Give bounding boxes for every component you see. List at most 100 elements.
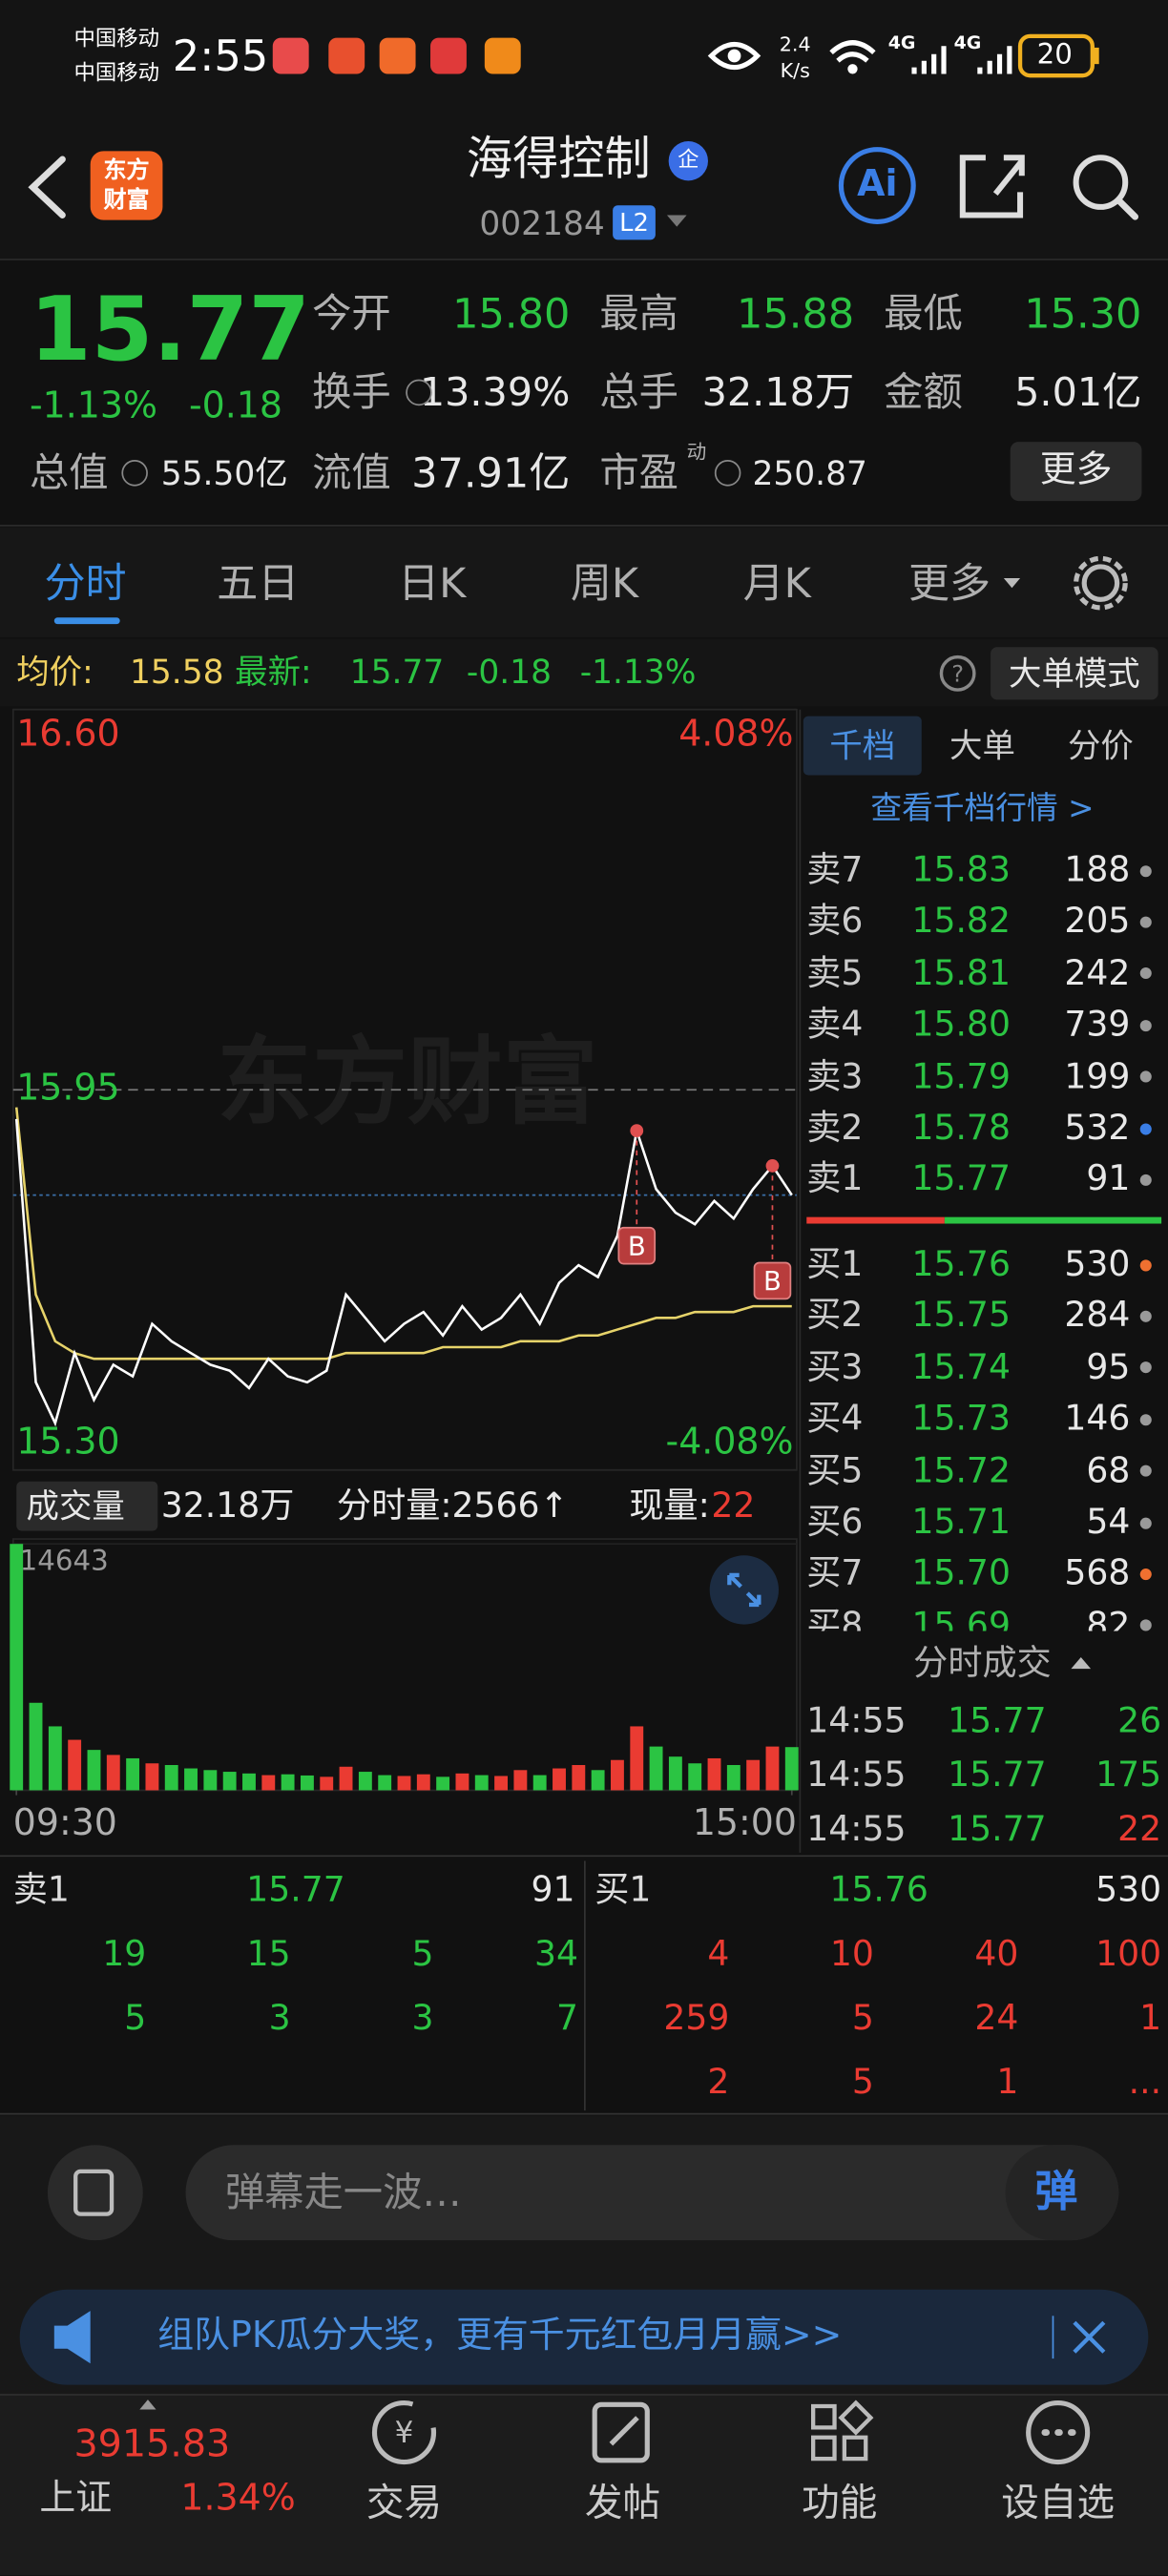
more-button[interactable]: 更多 bbox=[1039, 449, 1113, 491]
nav-icon[interactable] bbox=[811, 2399, 874, 2462]
volume-bar bbox=[261, 1775, 276, 1791]
help-icon[interactable] bbox=[939, 654, 976, 692]
nav-icon[interactable] bbox=[371, 2400, 437, 2465]
dropdown-icon bbox=[1003, 577, 1021, 589]
volume-bar bbox=[707, 1757, 721, 1791]
book-price: 15.76 bbox=[911, 1244, 1011, 1284]
banner-text[interactable]: 组队PK瓜分大奖，更有千元红包月月赢>> bbox=[157, 2316, 843, 2358]
active-tab bbox=[803, 716, 922, 776]
nav-item[interactable]: 设自选 bbox=[1001, 2483, 1116, 2525]
battery-icon bbox=[1017, 33, 1095, 78]
queue-order: ... bbox=[1128, 2062, 1162, 2102]
field-value: 15.80 bbox=[452, 289, 571, 338]
app-icon bbox=[328, 37, 365, 74]
volume-bar bbox=[164, 1765, 178, 1791]
danmaku-button[interactable] bbox=[1005, 2145, 1119, 2241]
field-value: 250.87 bbox=[752, 453, 867, 493]
queue-order: 40 bbox=[974, 1934, 1019, 1974]
book-separator bbox=[944, 1216, 1162, 1224]
settings-button[interactable] bbox=[1081, 564, 1120, 602]
volume-bar bbox=[630, 1726, 644, 1791]
mode-button[interactable] bbox=[991, 647, 1158, 700]
book-level: 卖1 bbox=[806, 1159, 864, 1199]
wifi-icon bbox=[847, 64, 858, 74]
volume-bar bbox=[688, 1763, 702, 1791]
book-volume: 739 bbox=[1064, 1005, 1131, 1045]
queue-label: 卖1 bbox=[12, 1869, 70, 1910]
book-price: 15.70 bbox=[911, 1553, 1011, 1593]
trade-time: 14:55 bbox=[806, 1755, 907, 1795]
chart-tab[interactable]: 更多 bbox=[907, 559, 991, 608]
expand-button[interactable] bbox=[709, 1555, 780, 1625]
danmaku-button[interactable]: 弹 bbox=[1034, 2168, 1078, 2218]
field-value: 15.30 bbox=[1024, 289, 1142, 338]
volume-bar bbox=[611, 1759, 624, 1791]
book-tab[interactable]: 大单 bbox=[949, 725, 1015, 766]
volume-bar bbox=[300, 1775, 314, 1791]
field-label: 市盈 bbox=[599, 449, 678, 496]
book-level: 买7 bbox=[806, 1553, 864, 1593]
queue-volume: 530 bbox=[1095, 1869, 1162, 1910]
volume-selector[interactable] bbox=[16, 1481, 158, 1531]
mode-button[interactable]: 大单模式 bbox=[1009, 654, 1140, 694]
book-dot bbox=[1139, 1465, 1152, 1477]
volume-bar bbox=[29, 1702, 43, 1791]
chart-tab[interactable]: 月K bbox=[742, 559, 811, 608]
back-button[interactable] bbox=[28, 156, 66, 218]
nav-item[interactable]: 发帖 bbox=[584, 2483, 661, 2525]
nav-icon[interactable] bbox=[1026, 2400, 1091, 2465]
book-dot bbox=[1139, 1019, 1152, 1031]
notes-button[interactable] bbox=[73, 2169, 115, 2216]
expand-button[interactable] bbox=[727, 1572, 761, 1608]
book-volume: 199 bbox=[1064, 1056, 1131, 1096]
volume-bar bbox=[358, 1772, 372, 1791]
search-button[interactable] bbox=[1115, 197, 1139, 220]
current-volume: 22 bbox=[711, 1485, 756, 1526]
book-tab[interactable]: 分价 bbox=[1067, 725, 1134, 766]
field-label: 最高 bbox=[599, 290, 678, 337]
chart-tab[interactable]: 五日 bbox=[217, 559, 300, 608]
book-tab[interactable]: 千档 bbox=[829, 725, 896, 766]
trade-volume: 26 bbox=[1117, 1700, 1162, 1740]
ai-button[interactable]: Ai bbox=[857, 164, 898, 206]
book-price: 15.74 bbox=[911, 1347, 1011, 1387]
logo-text: 东方 bbox=[103, 157, 150, 184]
ai-button[interactable] bbox=[838, 147, 916, 224]
trade-time: 14:55 bbox=[806, 1809, 907, 1849]
y2-tick-label: -4.08% bbox=[666, 1421, 794, 1463]
book-dot bbox=[1139, 916, 1152, 928]
carrier: 中国移动 bbox=[73, 61, 160, 87]
settings-button[interactable] bbox=[1074, 555, 1128, 611]
volume-bar bbox=[553, 1768, 566, 1791]
queue-order: 1 bbox=[996, 2062, 1019, 2102]
share-button[interactable] bbox=[959, 155, 1025, 218]
queue-order: 7 bbox=[555, 1998, 578, 2038]
nav-item[interactable]: 功能 bbox=[802, 2483, 878, 2525]
chart-tab[interactable]: 分时 bbox=[44, 559, 127, 608]
notes-button[interactable] bbox=[47, 2145, 143, 2241]
nav-item[interactable]: 交易 bbox=[365, 2483, 443, 2525]
comment-placeholder[interactable]: 弹幕走一波… bbox=[224, 2170, 462, 2216]
close-button[interactable] bbox=[1073, 2320, 1106, 2354]
y2-tick-label: 4.08% bbox=[678, 713, 793, 755]
book-level: 卖5 bbox=[806, 952, 864, 993]
volume-bar bbox=[203, 1770, 218, 1791]
trade-time: 14:55 bbox=[806, 1700, 907, 1740]
field-label: 金额 bbox=[884, 369, 963, 416]
book-level: 卖2 bbox=[806, 1108, 864, 1148]
volume-selector[interactable]: 成交量 bbox=[26, 1485, 125, 1527]
book-volume: 54 bbox=[1086, 1502, 1131, 1542]
x-tick-label: 09:30 bbox=[13, 1801, 117, 1843]
book-dot bbox=[1139, 1516, 1152, 1528]
change: -0.18 bbox=[188, 385, 282, 427]
chart-tab[interactable]: 日K bbox=[398, 559, 467, 608]
banner[interactable] bbox=[19, 2289, 1149, 2385]
dropdown-icon[interactable] bbox=[666, 215, 687, 227]
search-button[interactable] bbox=[1073, 155, 1129, 210]
nav-icon[interactable] bbox=[592, 2401, 650, 2463]
depth-link[interactable]: 查看千档行情 > bbox=[870, 790, 1095, 827]
chart-tab[interactable]: 周K bbox=[570, 559, 639, 608]
more-button[interactable] bbox=[1010, 442, 1142, 502]
comment-input[interactable] bbox=[185, 2145, 1119, 2241]
logo-text: 财富 bbox=[103, 187, 150, 214]
